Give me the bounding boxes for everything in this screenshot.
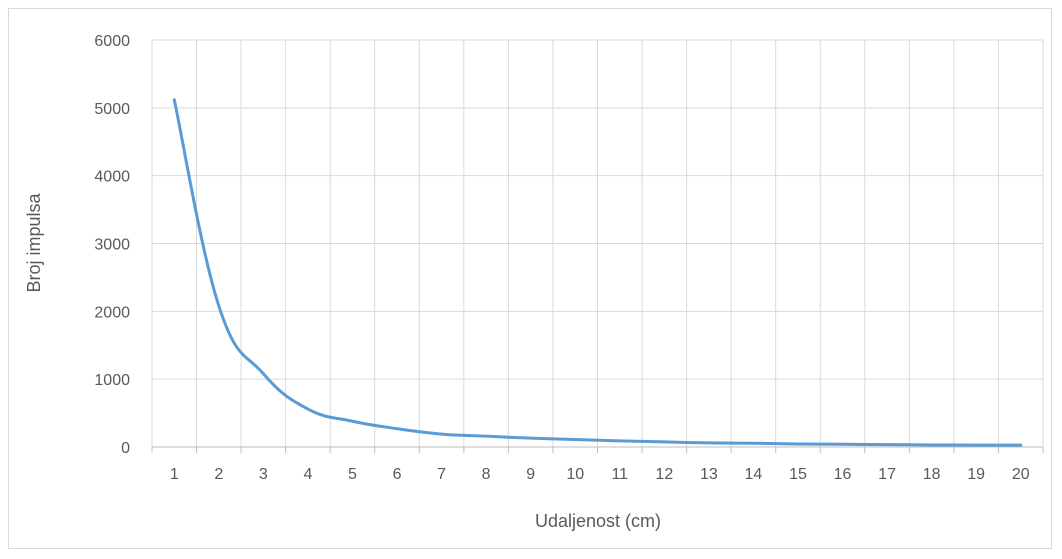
x-tick-label: 12 [655, 466, 673, 483]
x-tick-label: 14 [745, 466, 763, 483]
x-tick-label: 19 [967, 466, 985, 483]
grid-lines [151, 39, 1044, 453]
y-tick-label: 2000 [94, 304, 130, 321]
x-tick-label: 16 [834, 466, 852, 483]
y-tick-labels: 0 1000 2000 3000 4000 5000 6000 [94, 33, 130, 457]
x-tick-label: 10 [566, 466, 584, 483]
y-tick-label: 0 [121, 440, 130, 457]
x-tick-label: 15 [789, 466, 807, 483]
x-tick-labels: 1 2 3 4 5 6 7 8 9 10 11 12 13 14 15 16 17 18 19 20 [170, 466, 1030, 483]
x-axis-title: Udaljenost (cm) [535, 511, 661, 531]
x-tick-label: 6 [393, 466, 402, 483]
x-tick-label: 11 [611, 466, 628, 483]
y-tick-label: 5000 [94, 101, 130, 118]
x-tick-label: 7 [437, 466, 446, 483]
x-tick-label: 8 [482, 466, 491, 483]
y-axis-title: Broj impulsa [24, 192, 44, 292]
x-tick-label: 13 [700, 466, 718, 483]
chart-frame [8, 8, 1052, 549]
x-tick-label: 2 [214, 466, 223, 483]
y-tick-label: 4000 [94, 169, 130, 186]
x-tick-label: 3 [259, 466, 268, 483]
x-tick-label: 4 [303, 466, 312, 483]
y-tick-label: 6000 [94, 33, 130, 50]
x-tick-label: 1 [170, 466, 179, 483]
y-tick-label: 3000 [94, 237, 130, 254]
x-tick-label: 9 [526, 466, 535, 483]
x-tick-label: 18 [923, 466, 941, 483]
x-tick-label: 17 [878, 466, 896, 483]
series-group [172, 98, 1023, 447]
x-tick-label: 5 [348, 466, 357, 483]
x-tick-label: 20 [1012, 466, 1030, 483]
y-tick-label: 1000 [94, 372, 130, 389]
series-line [172, 98, 1023, 447]
